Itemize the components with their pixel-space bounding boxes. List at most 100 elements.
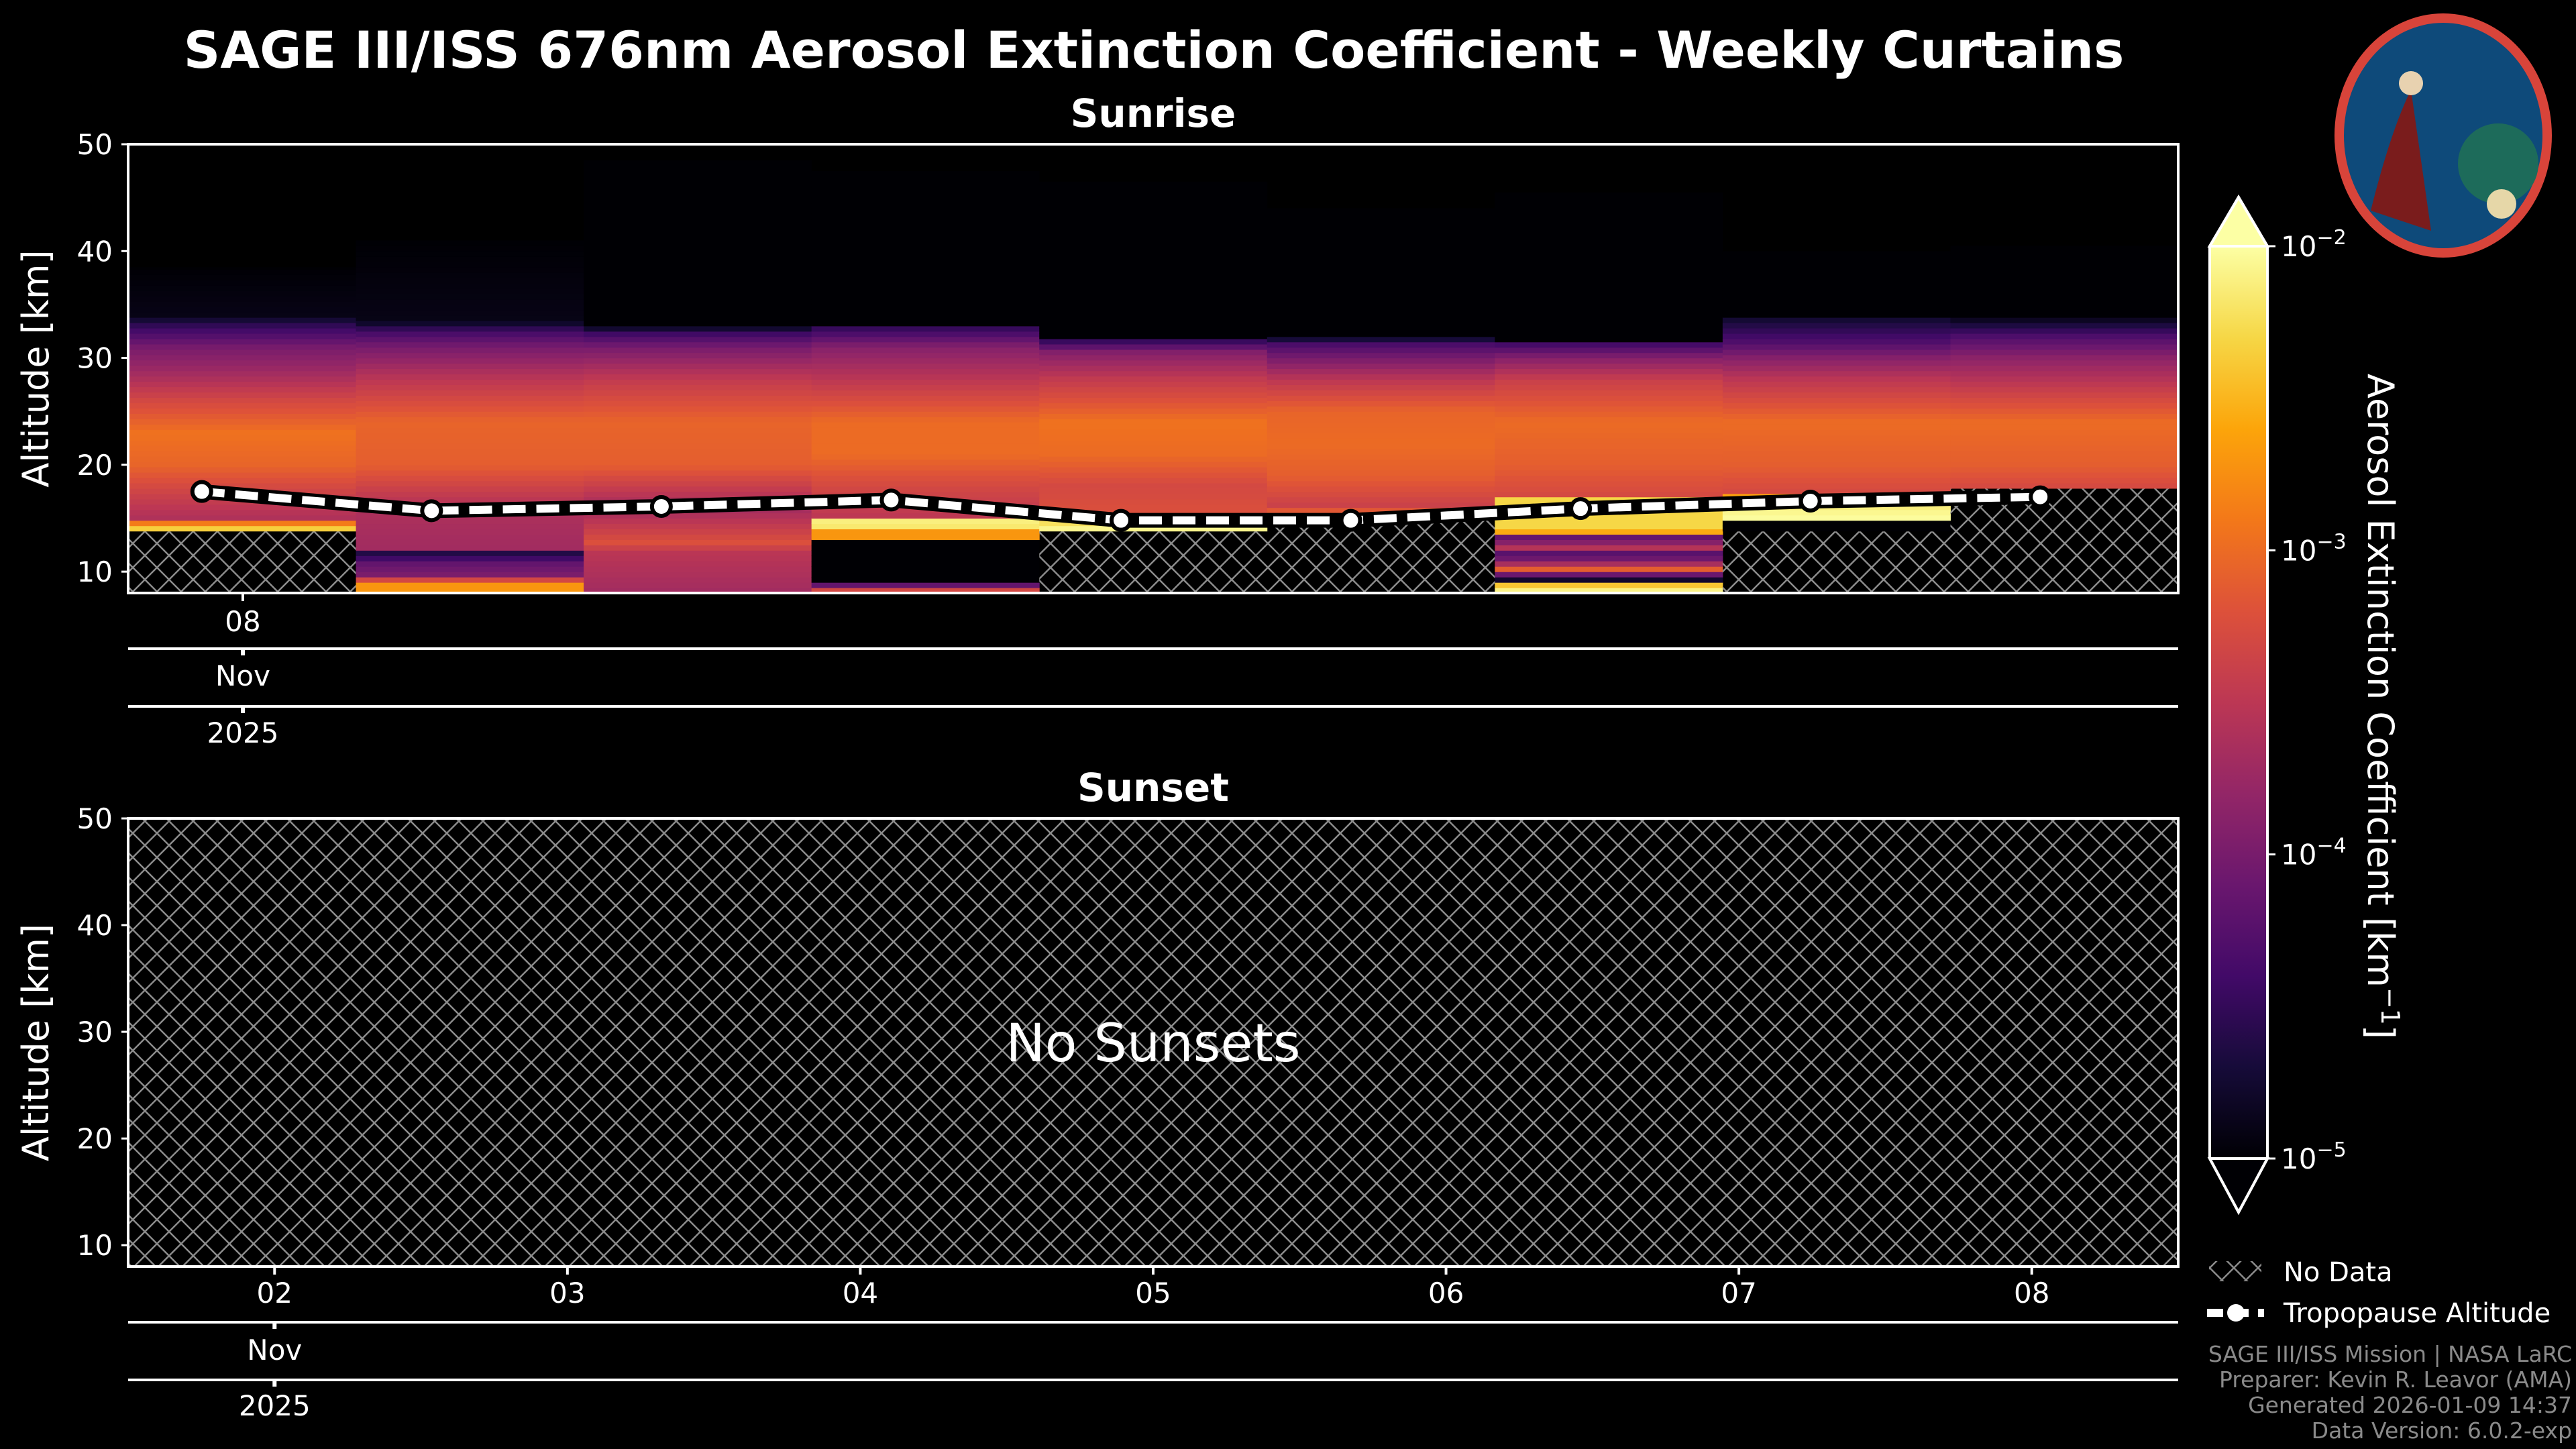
extinction-cell xyxy=(811,246,1040,252)
extinction-cell xyxy=(1039,451,1268,457)
extinction-cell xyxy=(584,352,812,359)
no-data-hatch xyxy=(1267,518,1495,593)
extinction-cell xyxy=(811,417,1040,423)
extinction-cell xyxy=(811,561,1040,567)
extinction-cell xyxy=(1039,440,1268,446)
extinction-cell xyxy=(584,368,812,375)
extinction-cell xyxy=(1267,400,1495,407)
extinction-cell xyxy=(811,448,1040,455)
extinction-cell xyxy=(1495,438,1723,444)
tropopause-point xyxy=(1110,508,1132,532)
extinction-cell xyxy=(1039,498,1268,505)
extinction-cell xyxy=(1950,402,2179,409)
extinction-cell xyxy=(584,561,812,567)
extinction-cell xyxy=(356,325,584,332)
extinction-cell xyxy=(1495,325,1723,332)
extinction-cell xyxy=(1722,274,1951,280)
extinction-cell xyxy=(128,419,357,425)
extinction-cell xyxy=(1267,422,1495,428)
extinction-cell xyxy=(811,588,1040,594)
extinction-cell xyxy=(128,456,357,462)
extinction-cell xyxy=(128,370,357,377)
no-data-hatch xyxy=(1950,488,2179,593)
extinction-cell xyxy=(1495,470,1723,476)
extinction-cell xyxy=(584,400,812,407)
extinction-cell xyxy=(1495,555,1723,561)
extinction-cell xyxy=(1722,360,1951,366)
extinction-cell xyxy=(1267,208,1495,215)
extinction-cell xyxy=(1039,231,1268,238)
extinction-cell xyxy=(811,491,1040,498)
extinction-cell xyxy=(1722,301,1951,307)
x-tick-label-day: 08 xyxy=(2014,1277,2049,1309)
extinction-cell xyxy=(1267,411,1495,417)
extinction-cell xyxy=(584,566,812,572)
extinction-cell xyxy=(1495,422,1723,428)
extinction-cell xyxy=(811,229,1040,235)
extinction-cell xyxy=(811,363,1040,370)
extinction-cell xyxy=(584,347,812,354)
extinction-cell xyxy=(811,582,1040,588)
extinction-cell xyxy=(811,240,1040,246)
extinction-cell xyxy=(356,448,584,455)
extinction-cell xyxy=(1495,336,1723,343)
extinction-cell xyxy=(1267,384,1495,390)
extinction-cell xyxy=(811,304,1040,311)
extinction-cell xyxy=(1267,315,1495,321)
extinction-cell xyxy=(128,435,357,441)
extinction-cell xyxy=(1267,213,1495,220)
extinction-cell xyxy=(1495,309,1723,316)
extinction-cell xyxy=(1267,459,1495,466)
extinction-cell xyxy=(1267,443,1495,449)
extinction-cell xyxy=(1267,395,1495,401)
extinction-cell xyxy=(1039,509,1268,516)
extinction-cell xyxy=(1950,451,2179,457)
extinction-cell xyxy=(1039,317,1268,323)
colorbar-tick-label: 10−2 xyxy=(2281,226,2347,263)
extinction-cell xyxy=(1267,304,1495,311)
extinction-cell xyxy=(1722,349,1951,356)
tropopause-point xyxy=(1339,508,1362,532)
extinction-cell xyxy=(584,555,812,561)
extinction-cell xyxy=(1267,352,1495,359)
extinction-cell xyxy=(1039,338,1268,345)
extinction-cell xyxy=(584,545,812,551)
extinction-cell xyxy=(356,518,584,525)
extinction-cell xyxy=(1495,539,1723,545)
extinction-cell xyxy=(1039,472,1268,478)
x-tick-label-day: 02 xyxy=(257,1277,292,1309)
colorbar-extend-max xyxy=(2207,195,2270,248)
extinction-cell xyxy=(584,309,812,316)
extinction-cell xyxy=(811,470,1040,476)
tick-exponent: −4 xyxy=(2316,835,2346,858)
extinction-cell xyxy=(584,475,812,482)
extinction-cell xyxy=(1039,221,1268,227)
extinction-cell xyxy=(1950,258,2179,264)
extinction-cell xyxy=(584,181,812,188)
extinction-cell xyxy=(584,320,812,327)
extinction-cell xyxy=(811,422,1040,428)
extinction-cell xyxy=(1495,374,1723,380)
extinction-cell xyxy=(584,443,812,449)
extinction-cell xyxy=(128,343,357,350)
extinction-cell xyxy=(356,588,584,594)
extinction-cell xyxy=(584,577,812,583)
extinction-cell xyxy=(811,283,1040,289)
colorbar-tick-label: 10−3 xyxy=(2281,530,2347,567)
extinction-cell xyxy=(1495,582,1723,588)
extinction-cell xyxy=(1039,248,1268,254)
extinction-cell xyxy=(584,170,812,177)
extinction-cell xyxy=(1267,341,1495,348)
extinction-cell xyxy=(356,529,584,535)
y-tick-label: 10 xyxy=(77,1229,113,1262)
extinction-cell xyxy=(811,315,1040,321)
footer-line: Preparer: Kevin R. Leavor (AMA) xyxy=(2219,1366,2572,1393)
extinction-cell xyxy=(356,523,584,530)
extinction-cell xyxy=(1267,347,1495,354)
extinction-cell xyxy=(1495,192,1723,199)
extinction-cell xyxy=(1722,429,1951,435)
extinction-cell xyxy=(584,229,812,235)
curtain-column xyxy=(584,160,812,594)
extinction-cell xyxy=(356,443,584,449)
extinction-cell xyxy=(584,278,812,284)
